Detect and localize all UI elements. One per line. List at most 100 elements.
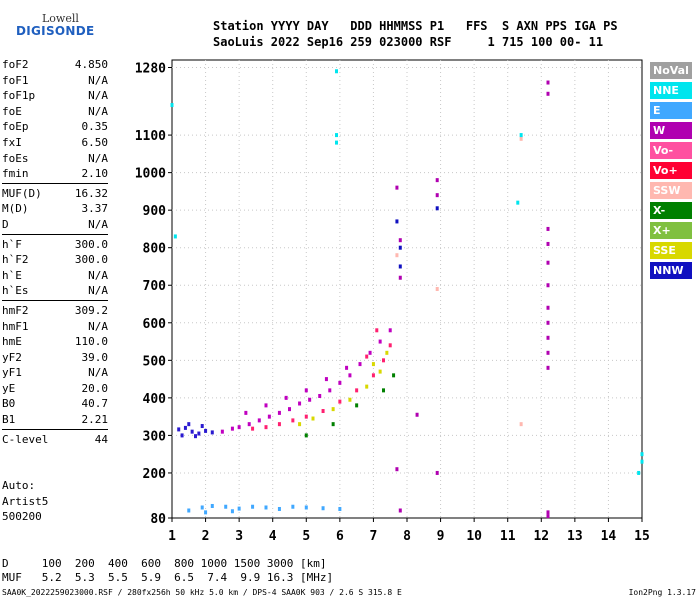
param-value: 3.37 — [81, 202, 109, 216]
param-label: h`E — [2, 268, 22, 282]
param-row: foF2 4.850 — [2, 57, 108, 73]
x-tick-label: 10 — [466, 529, 482, 544]
echo-point — [435, 470, 439, 475]
x-tick-label: 8 — [403, 529, 411, 544]
echo-point — [378, 369, 382, 374]
param-value: N/A — [88, 151, 108, 165]
echo-point — [388, 328, 392, 333]
legend-item: NNW — [650, 262, 692, 279]
param-value: N/A — [88, 104, 108, 118]
muf-distance-row: D 100 200 400 600 800 1000 1500 3000 [km… — [2, 557, 327, 570]
legend-item: SSW — [650, 182, 692, 199]
param-value: 39.0 — [81, 350, 109, 364]
param-row: hmF1 N/A — [2, 319, 108, 335]
echo-point — [371, 373, 375, 378]
param-value: 20.0 — [81, 381, 109, 395]
legend-item: NNE — [650, 82, 692, 99]
echo-point — [435, 193, 439, 198]
param-label: MUF(D) — [2, 186, 42, 200]
echo-point — [304, 433, 308, 438]
echo-point — [385, 350, 389, 355]
echo-point — [546, 510, 550, 515]
param-label: foF1 — [2, 73, 29, 87]
echo-point — [324, 377, 328, 382]
param-value: N/A — [88, 319, 108, 333]
y-tick-label: 900 — [143, 204, 167, 219]
echo-point — [187, 422, 191, 427]
y-tick-label: 1100 — [135, 129, 166, 144]
param-label: foEp — [2, 120, 29, 134]
echo-point — [519, 133, 523, 138]
echo-point — [546, 335, 550, 340]
param-value: 44 — [94, 432, 108, 446]
echo-point — [277, 506, 281, 511]
echo-point — [257, 418, 261, 423]
digisonde-logo: Lowell DIGISONDE — [4, 4, 94, 44]
param-value: N/A — [88, 89, 108, 103]
echo-point — [200, 505, 204, 510]
echo-point — [395, 253, 399, 258]
echo-point — [398, 508, 402, 513]
param-label: foE — [2, 104, 22, 118]
param-label: D — [2, 217, 9, 231]
param-value: 300.0 — [74, 253, 108, 267]
y-tick-label: 800 — [143, 242, 167, 257]
param-row: h`F 300.0 — [2, 237, 108, 253]
y-tick-label: 200 — [143, 467, 167, 482]
logo-lowell-text: Lowell — [42, 12, 79, 25]
param-row: foE N/A — [2, 104, 108, 120]
param-row: foEs N/A — [2, 151, 108, 167]
header-line-1: Station YYYY DAY DDD HHMMSS P1 FFS S AXN… — [213, 19, 618, 33]
muf-table: D 100 200 400 600 800 1000 1500 3000 [km… — [2, 557, 333, 585]
param-row: fxI 6.50 — [2, 135, 108, 151]
echo-point — [355, 403, 359, 408]
param-value: 4.850 — [74, 58, 108, 71]
echo-point — [170, 103, 174, 108]
y-tick-label: 1280 — [135, 62, 166, 77]
echo-point — [546, 241, 550, 246]
echo-point — [197, 431, 201, 436]
param-row: B0 40.7 — [2, 396, 108, 412]
echo-point — [375, 328, 379, 333]
param-row: yF2 39.0 — [2, 350, 108, 366]
echo-point — [546, 226, 550, 231]
param-separator — [2, 233, 108, 235]
echo-point — [251, 426, 255, 431]
param-row: yE 20.0 — [2, 381, 108, 397]
echo-point — [355, 388, 359, 393]
echo-point — [371, 362, 375, 367]
echo-point — [516, 200, 520, 205]
echo-point — [244, 410, 248, 415]
echo-point — [264, 505, 268, 510]
echo-point — [251, 504, 255, 509]
x-tick-label: 12 — [533, 529, 549, 544]
param-value: N/A — [88, 366, 108, 380]
echo-point — [392, 373, 396, 378]
param-value: N/A — [88, 217, 108, 231]
x-tick-label: 4 — [269, 529, 277, 544]
echo-point — [311, 416, 315, 421]
autoscaling-info: Auto: Artist5 500200 — [2, 478, 48, 525]
echo-point — [546, 350, 550, 355]
echo-point — [335, 133, 338, 138]
x-tick-label: 3 — [235, 529, 243, 544]
echo-point — [328, 388, 332, 393]
echo-point — [365, 384, 369, 389]
echo-point — [395, 467, 399, 472]
x-tick-label: 9 — [437, 529, 445, 544]
footer-file-info: SAA0K_2022259023000.RSF / 280fx256h 50 k… — [2, 588, 402, 597]
legend-item: SSE — [650, 242, 692, 259]
echo-point — [288, 407, 291, 412]
param-row: C-level 44 — [2, 432, 108, 448]
param-label: hmE — [2, 335, 22, 349]
echo-point — [321, 409, 325, 414]
echo-point — [237, 506, 241, 511]
echo-point — [331, 422, 335, 427]
param-row: yF1 N/A — [2, 365, 108, 381]
param-row: B1 2.21 — [2, 412, 108, 428]
echo-point — [204, 510, 208, 515]
logo-digisonde-text: DIGISONDE — [16, 24, 95, 38]
legend-item: X- — [650, 202, 692, 219]
param-value: 2.10 — [81, 167, 109, 181]
echo-point — [200, 424, 204, 429]
